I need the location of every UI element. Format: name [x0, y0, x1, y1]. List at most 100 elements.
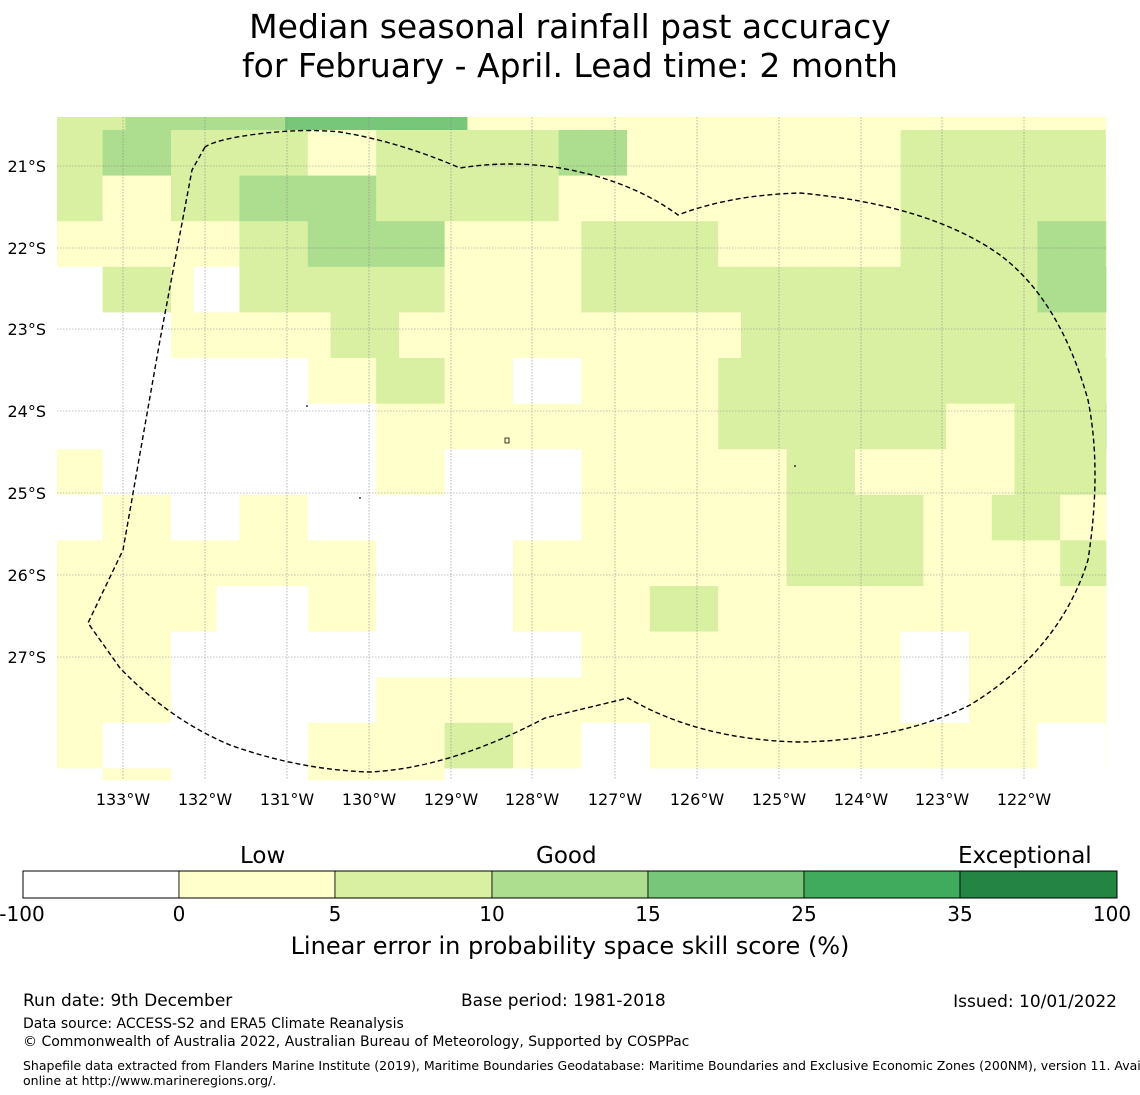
grid-cell: [193, 449, 217, 496]
grid-cell: [330, 449, 354, 496]
grid-cell: [193, 494, 217, 541]
grid-cell: [718, 586, 742, 632]
grid-cell: [695, 677, 719, 724]
grid-cell: [285, 175, 309, 222]
grid-cell: [193, 117, 217, 131]
grid-cell: [877, 175, 901, 222]
grid-cell: [763, 130, 787, 176]
grid-cell: [353, 449, 377, 496]
latitude-labels: 21°S 22°S 23°S 24°S 25°S 26°S 27°S: [7, 157, 46, 667]
grid-cell: [809, 358, 833, 404]
grid-cell: [718, 768, 742, 781]
data-source: Data source: ACCESS-S2 and ERA5 Climate …: [23, 1016, 404, 1032]
grid-cell: [125, 677, 149, 724]
grid-cell: [558, 631, 582, 678]
grid-cell: [307, 403, 331, 450]
grid-cell: [741, 494, 765, 541]
latitude-label: 25°S: [7, 484, 46, 503]
grid-cell: [376, 722, 400, 769]
grid-cell: [763, 449, 787, 496]
grid-cell: [877, 358, 901, 404]
grid-cell: [969, 586, 993, 632]
grid-cell: [399, 494, 423, 541]
grid-cell: [262, 175, 286, 222]
grid-cell: [672, 768, 696, 781]
run-date: Run date: 9th December: [23, 991, 233, 1011]
grid-cell: [1060, 722, 1084, 769]
grid-cell: [57, 540, 81, 587]
grid-cell: [285, 722, 309, 769]
longitude-label: 124°W: [834, 790, 889, 809]
colorbar-tick: -100: [0, 902, 45, 926]
grid-cell: [718, 358, 742, 404]
grid-cell: [695, 130, 719, 176]
grid-cell: [490, 403, 514, 450]
grid-cell: [467, 722, 491, 769]
grid-cell: [581, 449, 605, 496]
colorbar-category-exceptional: Exceptional: [958, 843, 1092, 869]
colorbar-segment: [647, 870, 805, 899]
grid-cell: [57, 768, 81, 781]
grid-cell: [741, 117, 765, 131]
grid-cell: [900, 540, 924, 587]
grid-cell: [877, 266, 901, 313]
grid-cell: [444, 221, 468, 268]
grid-cell: [285, 677, 309, 724]
grid-cell: [467, 586, 491, 632]
grid-cell: [627, 117, 651, 131]
grid-cell: [399, 266, 423, 313]
grid-cell: [421, 312, 445, 359]
grid-cell: [627, 586, 651, 632]
grid-cell: [376, 130, 400, 176]
grid-cell: [1083, 358, 1107, 404]
grid-cell: [1037, 117, 1061, 131]
grid-cell: [741, 540, 765, 587]
grid-cell: [490, 117, 514, 131]
grid-cell: [604, 175, 628, 222]
grid-cell: [513, 130, 537, 176]
grid-cell: [376, 266, 400, 313]
grid-cell: [285, 130, 309, 176]
grid-cell: [649, 266, 673, 313]
grid-cell: [148, 494, 172, 541]
grid-cell: [923, 494, 947, 541]
grid-cell: [513, 631, 537, 678]
grid-cell: [763, 586, 787, 632]
grid-cell: [1060, 358, 1084, 404]
grid-cell: [991, 175, 1015, 222]
grid-cell: [171, 768, 195, 781]
grid-cell: [855, 117, 879, 131]
grid-cell: [125, 266, 149, 313]
grid-cell: [353, 312, 377, 359]
grid-cell: [786, 722, 810, 769]
grid-cell: [1105, 722, 1107, 769]
grid-cell: [148, 586, 172, 632]
grid-cell: [353, 117, 377, 131]
grid-cell: [262, 130, 286, 176]
grid-cell: [1083, 266, 1107, 313]
grid-cell: [125, 586, 149, 632]
grid-cell: [513, 494, 537, 541]
grid-cell: [467, 221, 491, 268]
grid-cell: [832, 117, 856, 131]
grid-cell: [262, 586, 286, 632]
grid-cell: [1105, 117, 1107, 131]
grid-cell: [376, 221, 400, 268]
grid-cell: [102, 631, 126, 678]
grid-cell: [79, 494, 103, 541]
grid-cell: [57, 631, 81, 678]
grid-cell: [1083, 312, 1107, 359]
grid-cell: [1037, 403, 1061, 450]
grid-cell: [535, 221, 559, 268]
grid-cell: [125, 768, 149, 781]
grid-cell: [148, 358, 172, 404]
grid-cell: [57, 586, 81, 632]
grid-cell: [239, 586, 263, 632]
grid-cell: [809, 449, 833, 496]
grid-cell: [490, 722, 514, 769]
grid-cell: [695, 722, 719, 769]
grid-cell: [604, 358, 628, 404]
grid-cell: [57, 358, 81, 404]
grid-cell: [57, 494, 81, 541]
grid-cell: [467, 358, 491, 404]
